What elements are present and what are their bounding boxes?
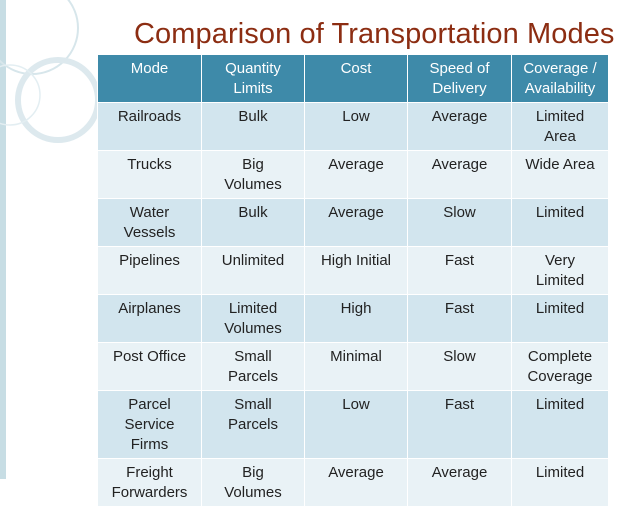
- header-mode: Mode: [97, 54, 202, 103]
- header-quantity-limits: Quantity Limits: [201, 54, 305, 103]
- cell-speed-of-delivery: Fast: [407, 246, 512, 295]
- header-speed-of-delivery: Speed of Delivery: [407, 54, 512, 103]
- table-row: Post Office Small Parcels Minimal Slow Comple…: [97, 342, 609, 391]
- cell-cost: High: [304, 294, 408, 343]
- cell-coverage-availability: Limited: [511, 458, 609, 507]
- cell-mode: Railroads: [97, 102, 202, 151]
- cell-mode: Parcel Service Firms: [97, 390, 202, 459]
- cell-speed-of-delivery: Fast: [407, 294, 512, 343]
- cell-coverage-availability: Limited: [511, 390, 609, 459]
- cell-coverage-availability: Very Limited: [511, 246, 609, 295]
- header-coverage-availability: Coverage / Availability: [511, 54, 609, 103]
- comparison-table-container: Mode Quantity Limits Cost Speed of Deliver…: [97, 54, 609, 507]
- cell-quantity-limits: Small Parcels: [201, 342, 305, 391]
- table-row: Pipelines Unlimited High Initial Fast Very Li…: [97, 246, 609, 295]
- cell-mode: Water Vessels: [97, 198, 202, 247]
- table-row: Airplanes Limited Volumes High Fast Limited: [97, 294, 609, 343]
- cell-coverage-availability: Limited: [511, 198, 609, 247]
- table-body: Railroads Bulk Low Average Limited Area Trucks…: [97, 102, 609, 507]
- cell-speed-of-delivery: Average: [407, 150, 512, 199]
- cell-cost: Average: [304, 150, 408, 199]
- cell-mode: Airplanes: [97, 294, 202, 343]
- slide-title: Comparison of Transportation Modes: [134, 18, 615, 50]
- cell-coverage-availability: Complete Coverage: [511, 342, 609, 391]
- cell-coverage-availability: Wide Area: [511, 150, 609, 199]
- cell-mode: Post Office: [97, 342, 202, 391]
- cell-coverage-availability: Limited: [511, 294, 609, 343]
- cell-speed-of-delivery: Slow: [407, 342, 512, 391]
- table-row: Parcel Service Firms Small Parcels Low Fast Lim…: [97, 390, 609, 459]
- cell-speed-of-delivery: Slow: [407, 198, 512, 247]
- table-row: Railroads Bulk Low Average Limited Area: [97, 102, 609, 151]
- cell-cost: Minimal: [304, 342, 408, 391]
- decorative-circles: [0, 0, 101, 143]
- cell-cost: High Initial: [304, 246, 408, 295]
- cell-cost: Low: [304, 390, 408, 459]
- left-accent-bar: [0, 0, 6, 479]
- cell-speed-of-delivery: Average: [407, 458, 512, 507]
- table-header-row: Mode Quantity Limits Cost Speed of Deliver…: [97, 54, 609, 103]
- table-row: Freight Forwarders Big Volumes Average Averag…: [97, 458, 609, 507]
- cell-mode: Pipelines: [97, 246, 202, 295]
- header-cost: Cost: [304, 54, 408, 103]
- cell-cost: Low: [304, 102, 408, 151]
- cell-mode: Freight Forwarders: [97, 458, 202, 507]
- cell-speed-of-delivery: Fast: [407, 390, 512, 459]
- cell-quantity-limits: Limited Volumes: [201, 294, 305, 343]
- cell-quantity-limits: Big Volumes: [201, 458, 305, 507]
- cell-coverage-availability: Limited Area: [511, 102, 609, 151]
- cell-cost: Average: [304, 458, 408, 507]
- comparison-table: Mode Quantity Limits Cost Speed of Deliver…: [97, 54, 609, 507]
- cell-quantity-limits: Bulk: [201, 102, 305, 151]
- cell-cost: Average: [304, 198, 408, 247]
- cell-speed-of-delivery: Average: [407, 102, 512, 151]
- cell-quantity-limits: Unlimited: [201, 246, 305, 295]
- cell-quantity-limits: Small Parcels: [201, 390, 305, 459]
- cell-quantity-limits: Big Volumes: [201, 150, 305, 199]
- table-row: Trucks Big Volumes Average Average Wide Area: [97, 150, 609, 199]
- table-row: Water Vessels Bulk Average Slow Limited: [97, 198, 609, 247]
- cell-mode: Trucks: [97, 150, 202, 199]
- cell-quantity-limits: Bulk: [201, 198, 305, 247]
